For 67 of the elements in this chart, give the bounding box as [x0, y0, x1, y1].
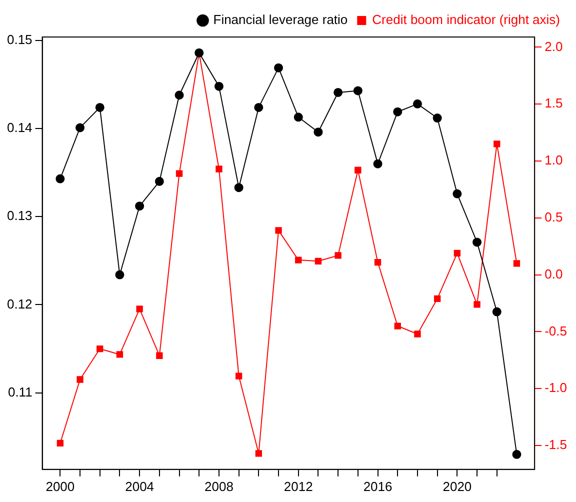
point [354, 166, 362, 174]
point [275, 227, 282, 234]
point [294, 112, 303, 122]
point [274, 63, 284, 72]
point [136, 306, 143, 312]
point [494, 140, 500, 148]
y2-tick-label: -0.5 [544, 323, 568, 338]
x-tick-label: 2008 [204, 478, 234, 494]
y-tick-label: 0.15 [6, 32, 32, 48]
point [254, 102, 264, 112]
y2-tick-label: 1.0 [544, 152, 563, 168]
point [216, 166, 222, 172]
point [512, 450, 522, 459]
point [454, 250, 461, 257]
y2-tick-label: -1.0 [544, 380, 568, 396]
point [56, 174, 65, 184]
point [95, 102, 104, 112]
legend-label: Financial leverage ratio [213, 12, 348, 28]
point [234, 183, 244, 192]
y-tick-label: 0.11 [8, 384, 32, 400]
point [452, 189, 462, 198]
y2-tick-label: 0.5 [544, 210, 563, 225]
y2-tick-label: -1.5 [544, 437, 568, 452]
point [474, 301, 480, 308]
point [394, 322, 401, 330]
y-tick-label: 0.12 [6, 296, 32, 312]
y-tick-label: 0.13 [6, 208, 32, 224]
point [492, 307, 502, 316]
point [393, 107, 402, 116]
point [135, 202, 144, 211]
y2-tick-label: 0.0 [544, 266, 563, 282]
point [414, 330, 421, 338]
point [115, 270, 124, 280]
point [412, 99, 422, 108]
point [156, 352, 163, 359]
point [255, 450, 262, 457]
point [96, 345, 104, 352]
legend-label: Credit boom indicator (right axis) [372, 12, 560, 28]
x-tick-label: 2012 [284, 478, 313, 494]
point [314, 128, 323, 137]
x-tick-label: 2020 [442, 478, 472, 494]
point [154, 176, 164, 186]
point [214, 82, 224, 91]
point [176, 170, 183, 177]
point [432, 114, 442, 123]
y-tick-label: 0.14 [6, 120, 32, 136]
point [334, 252, 342, 259]
point [434, 295, 441, 302]
point [56, 440, 64, 447]
x-tick-label: 2016 [363, 478, 392, 494]
point [472, 238, 482, 247]
y2-tick-label: 1.5 [544, 96, 563, 111]
point [295, 256, 302, 264]
point [374, 258, 382, 266]
point [116, 351, 124, 358]
y2-tick-label: 2.0 [544, 38, 563, 54]
point [513, 260, 520, 267]
x-tick-label: 2000 [46, 478, 75, 494]
point [353, 86, 362, 96]
point [76, 123, 85, 132]
x-tick-label: 2004 [125, 478, 154, 494]
point [373, 159, 382, 168]
point [334, 88, 343, 97]
point [314, 258, 322, 264]
point [235, 372, 242, 380]
point [174, 90, 184, 100]
point [76, 376, 84, 383]
